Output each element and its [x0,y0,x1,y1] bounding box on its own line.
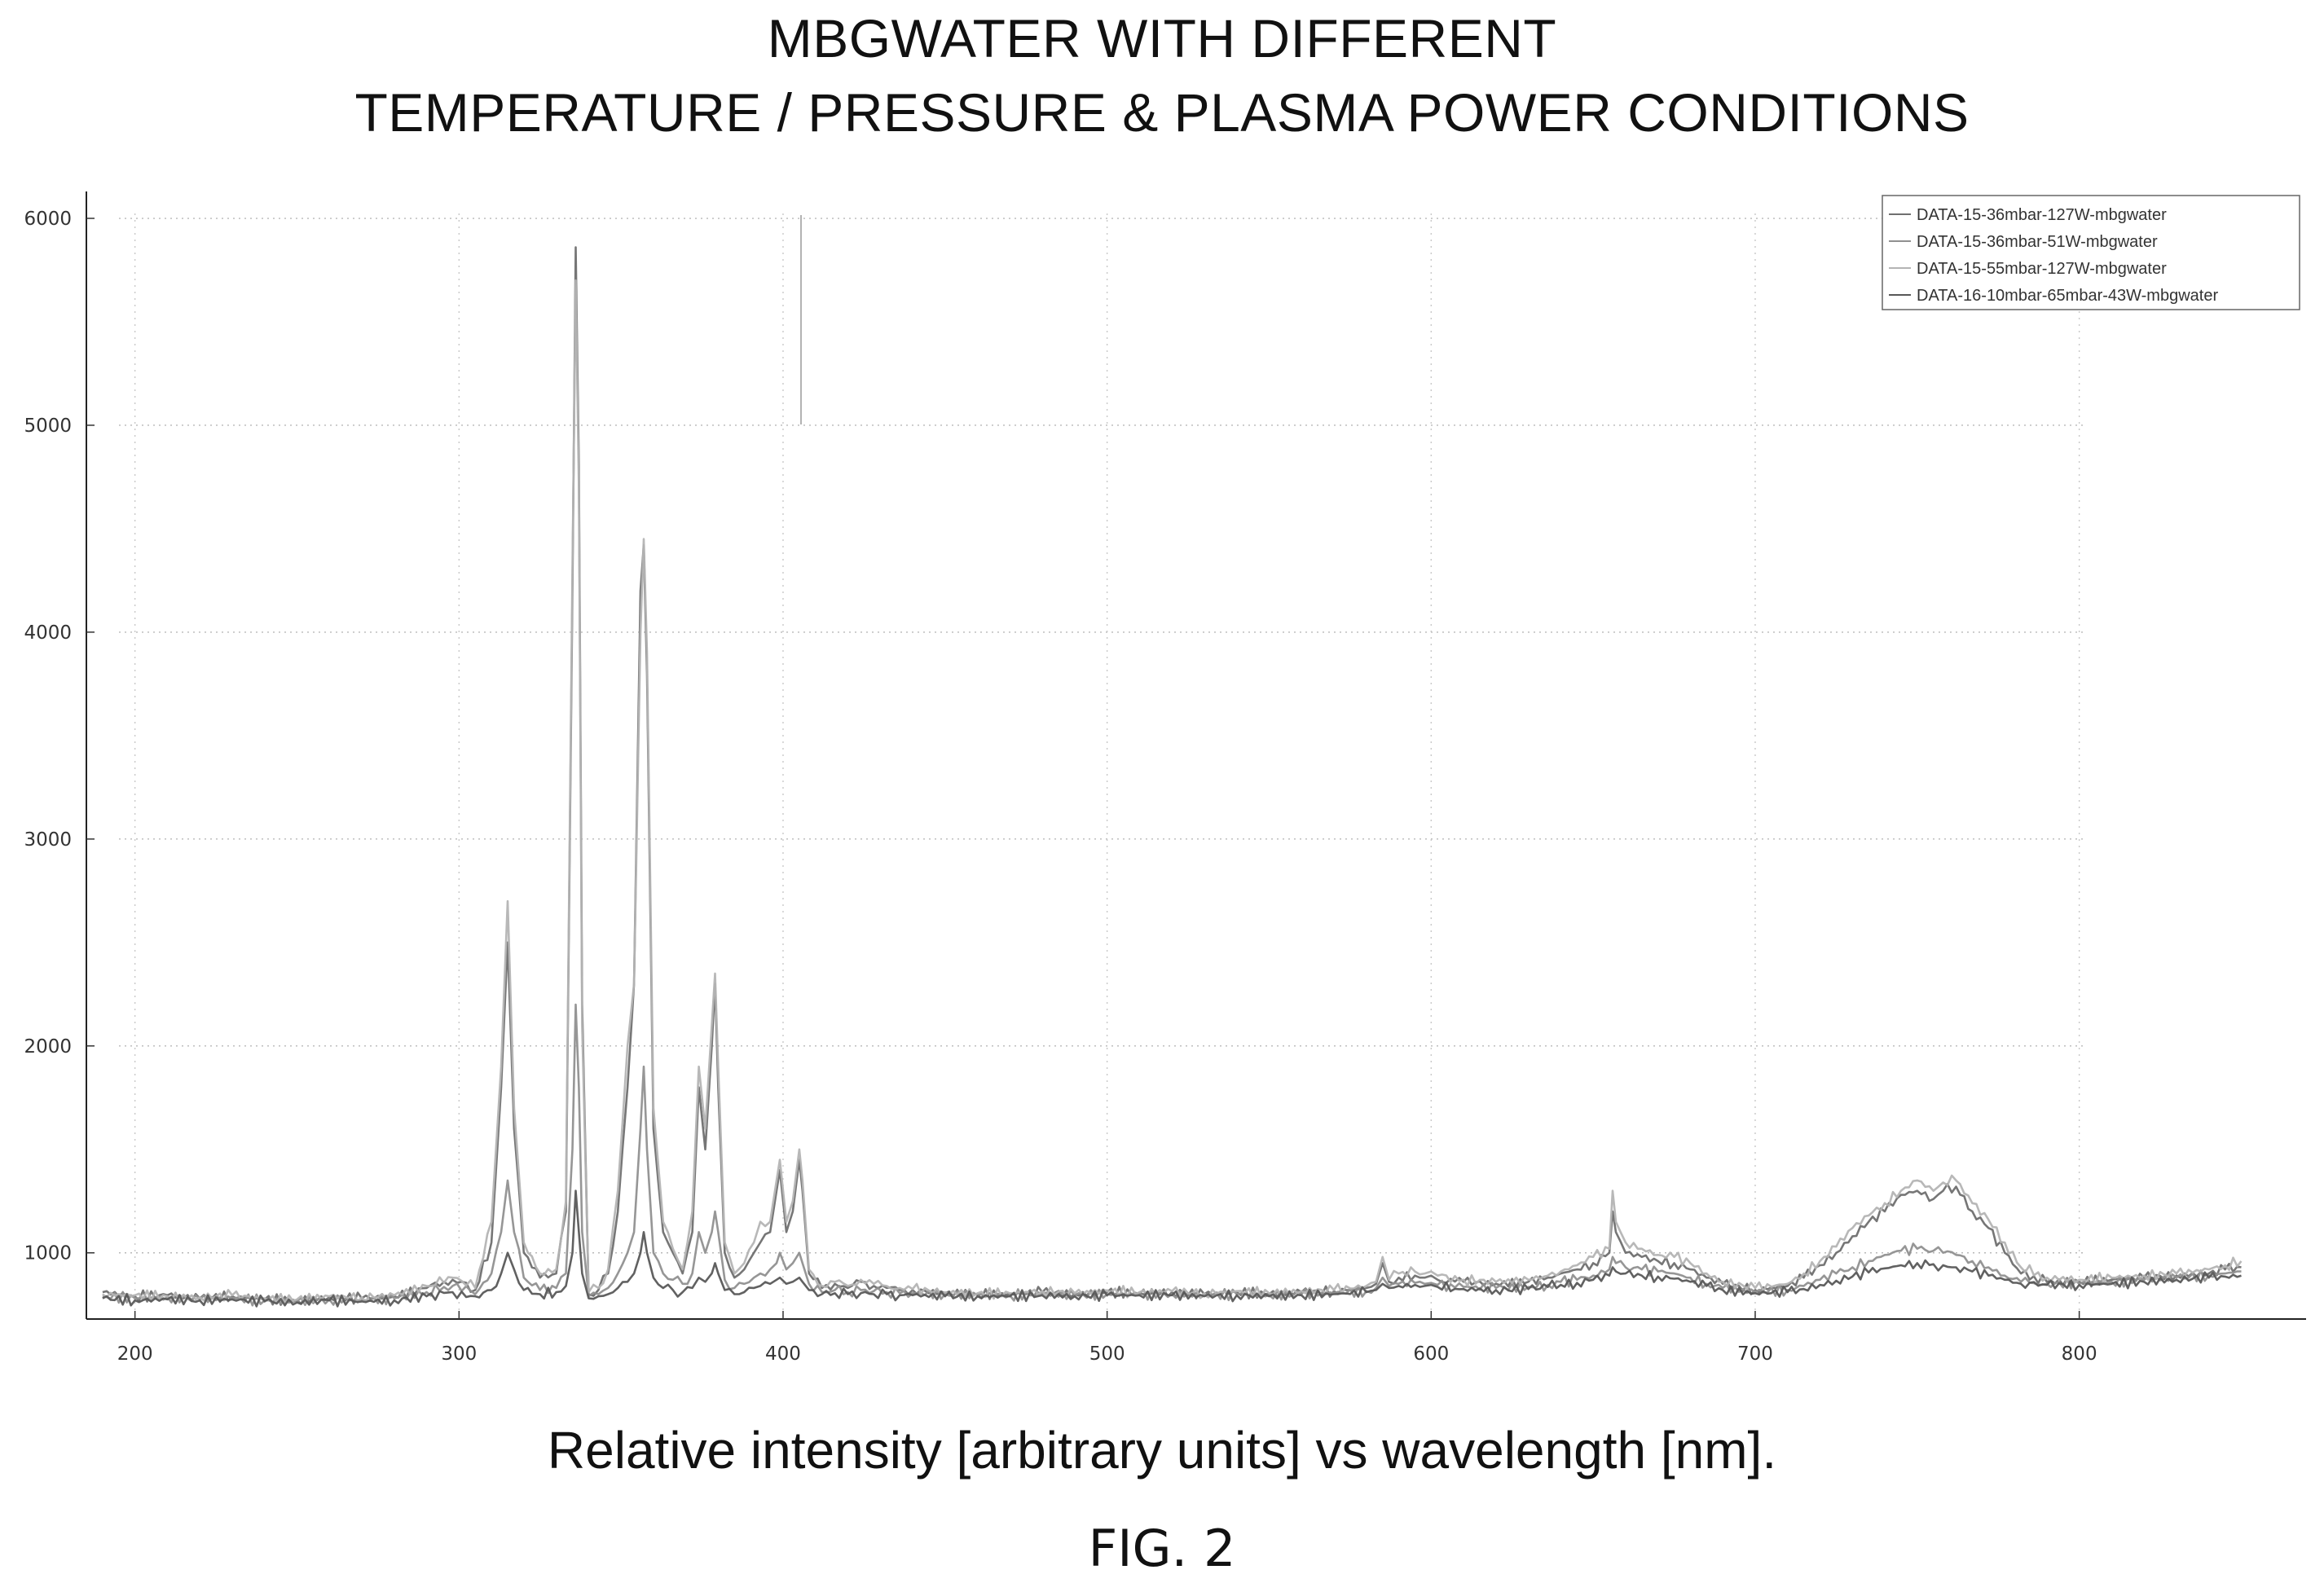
legend-label: DATA-15-36mbar-51W-mbgwater [1917,233,2158,251]
chart-title-line-2: TEMPERATURE / PRESSURE & PLASMA POWER CO… [354,82,1970,143]
y-tick-label: 6000 [24,209,72,230]
chart-caption: Relative intensity [arbitrary units] vs … [547,1421,1777,1480]
series-line-3 [102,279,2243,1305]
x-tick-label: 700 [1737,1343,1773,1365]
legend-label: DATA-15-55mbar-127W-mbgwater [1917,260,2167,278]
axis-ticks: 1000 2000 3000 4000 5000 6000 200 300 400 500 600 7… [24,209,2097,1365]
x-tick-label: 400 [765,1343,801,1365]
series-lines [102,246,2243,1308]
legend: DATA-15-36mbar-127W-mbgwater DATA-15-36mb… [1882,195,2300,310]
chart-title-line-1: MBGWATER WITH DIFFERENT [767,8,1557,68]
y-tick-label: 2000 [24,1036,72,1058]
x-tick-label: 600 [1413,1343,1449,1365]
legend-label: DATA-16-10mbar-65mbar-43W-mbgwater [1917,287,2218,305]
y-tick-label: 1000 [24,1243,72,1264]
x-tick-label: 200 [117,1343,153,1365]
y-tick-label: 3000 [24,829,72,851]
x-tick-label: 500 [1089,1343,1125,1365]
gridlines [119,213,2086,1319]
legend-box [1882,195,2300,310]
figure-label: FIG. 2 [1088,1519,1236,1578]
series-line-1 [102,246,2242,1306]
y-tick-label: 4000 [24,622,72,644]
y-tick-label: 5000 [24,416,72,437]
series-line-4 [102,1189,2242,1308]
x-tick-label: 800 [2062,1343,2097,1365]
x-tick-label: 300 [441,1343,477,1365]
legend-label: DATA-15-36mbar-127W-mbgwater [1917,206,2167,224]
series-line-2 [102,1003,2242,1307]
